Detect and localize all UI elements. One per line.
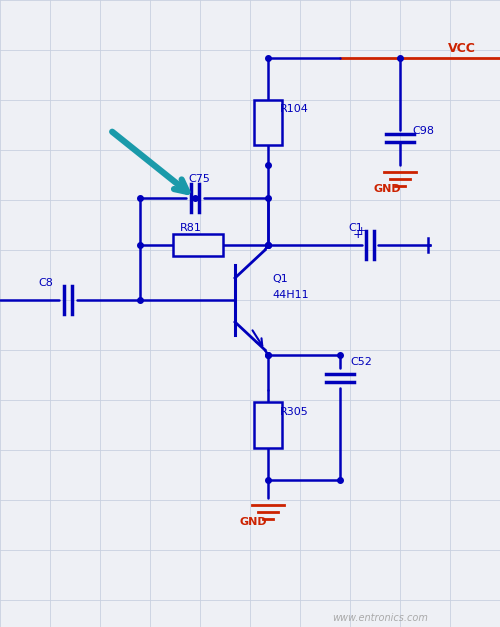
Text: C52: C52: [350, 357, 372, 367]
Text: R81: R81: [180, 223, 202, 233]
Text: C8: C8: [38, 278, 53, 288]
Text: Q1: Q1: [272, 274, 288, 284]
Text: C98: C98: [412, 126, 434, 136]
Text: C1: C1: [348, 223, 363, 233]
Bar: [173, 234, 223, 256]
Text: 44H11: 44H11: [272, 290, 308, 300]
Bar: [254, 402, 282, 448]
Text: +: +: [352, 228, 364, 241]
Text: GND: GND: [240, 517, 268, 527]
Text: R104: R104: [280, 104, 309, 114]
Text: VCC: VCC: [448, 41, 476, 55]
Text: C75: C75: [188, 174, 210, 184]
Bar: [254, 100, 282, 144]
Text: +: +: [357, 226, 366, 236]
Text: GND: GND: [374, 184, 402, 194]
Text: www.entronics.com: www.entronics.com: [332, 613, 428, 623]
Text: R305: R305: [280, 407, 309, 417]
